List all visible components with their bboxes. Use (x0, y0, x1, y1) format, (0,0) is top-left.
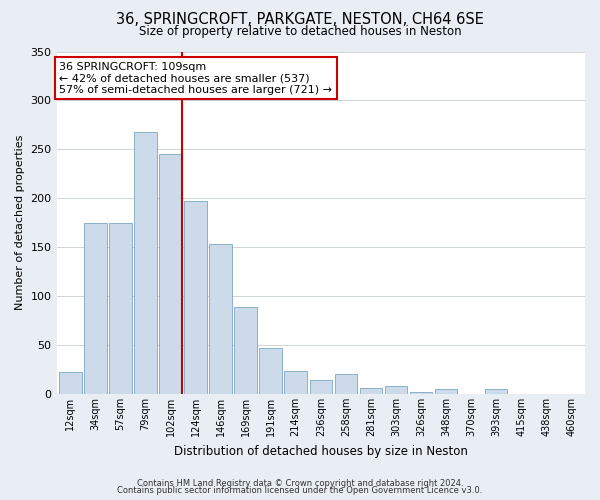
Bar (485, 389, 508, 394)
Bar (159, 154, 182, 394)
Bar (335, 374, 357, 394)
Bar (435, 389, 457, 394)
Bar (259, 348, 282, 394)
Text: Size of property relative to detached houses in Neston: Size of property relative to detached ho… (139, 25, 461, 38)
Text: Contains public sector information licensed under the Open Government Licence v3: Contains public sector information licen… (118, 486, 482, 495)
Bar (310, 380, 332, 394)
Text: 36 SPRINGCROFT: 109sqm
← 42% of detached houses are smaller (537)
57% of semi-de: 36 SPRINGCROFT: 109sqm ← 42% of detached… (59, 62, 332, 95)
Bar (385, 386, 407, 394)
Bar (84, 223, 107, 394)
Bar (284, 370, 307, 394)
Bar (134, 132, 157, 394)
Bar (59, 372, 82, 394)
Bar (359, 388, 382, 394)
Bar (209, 244, 232, 394)
Bar (410, 392, 432, 394)
Text: Contains HM Land Registry data © Crown copyright and database right 2024.: Contains HM Land Registry data © Crown c… (137, 478, 463, 488)
Y-axis label: Number of detached properties: Number of detached properties (15, 135, 25, 310)
Bar (184, 201, 207, 394)
Bar (109, 223, 131, 394)
Bar (235, 307, 257, 394)
Text: 36, SPRINGCROFT, PARKGATE, NESTON, CH64 6SE: 36, SPRINGCROFT, PARKGATE, NESTON, CH64 … (116, 12, 484, 28)
X-axis label: Distribution of detached houses by size in Neston: Distribution of detached houses by size … (174, 444, 468, 458)
